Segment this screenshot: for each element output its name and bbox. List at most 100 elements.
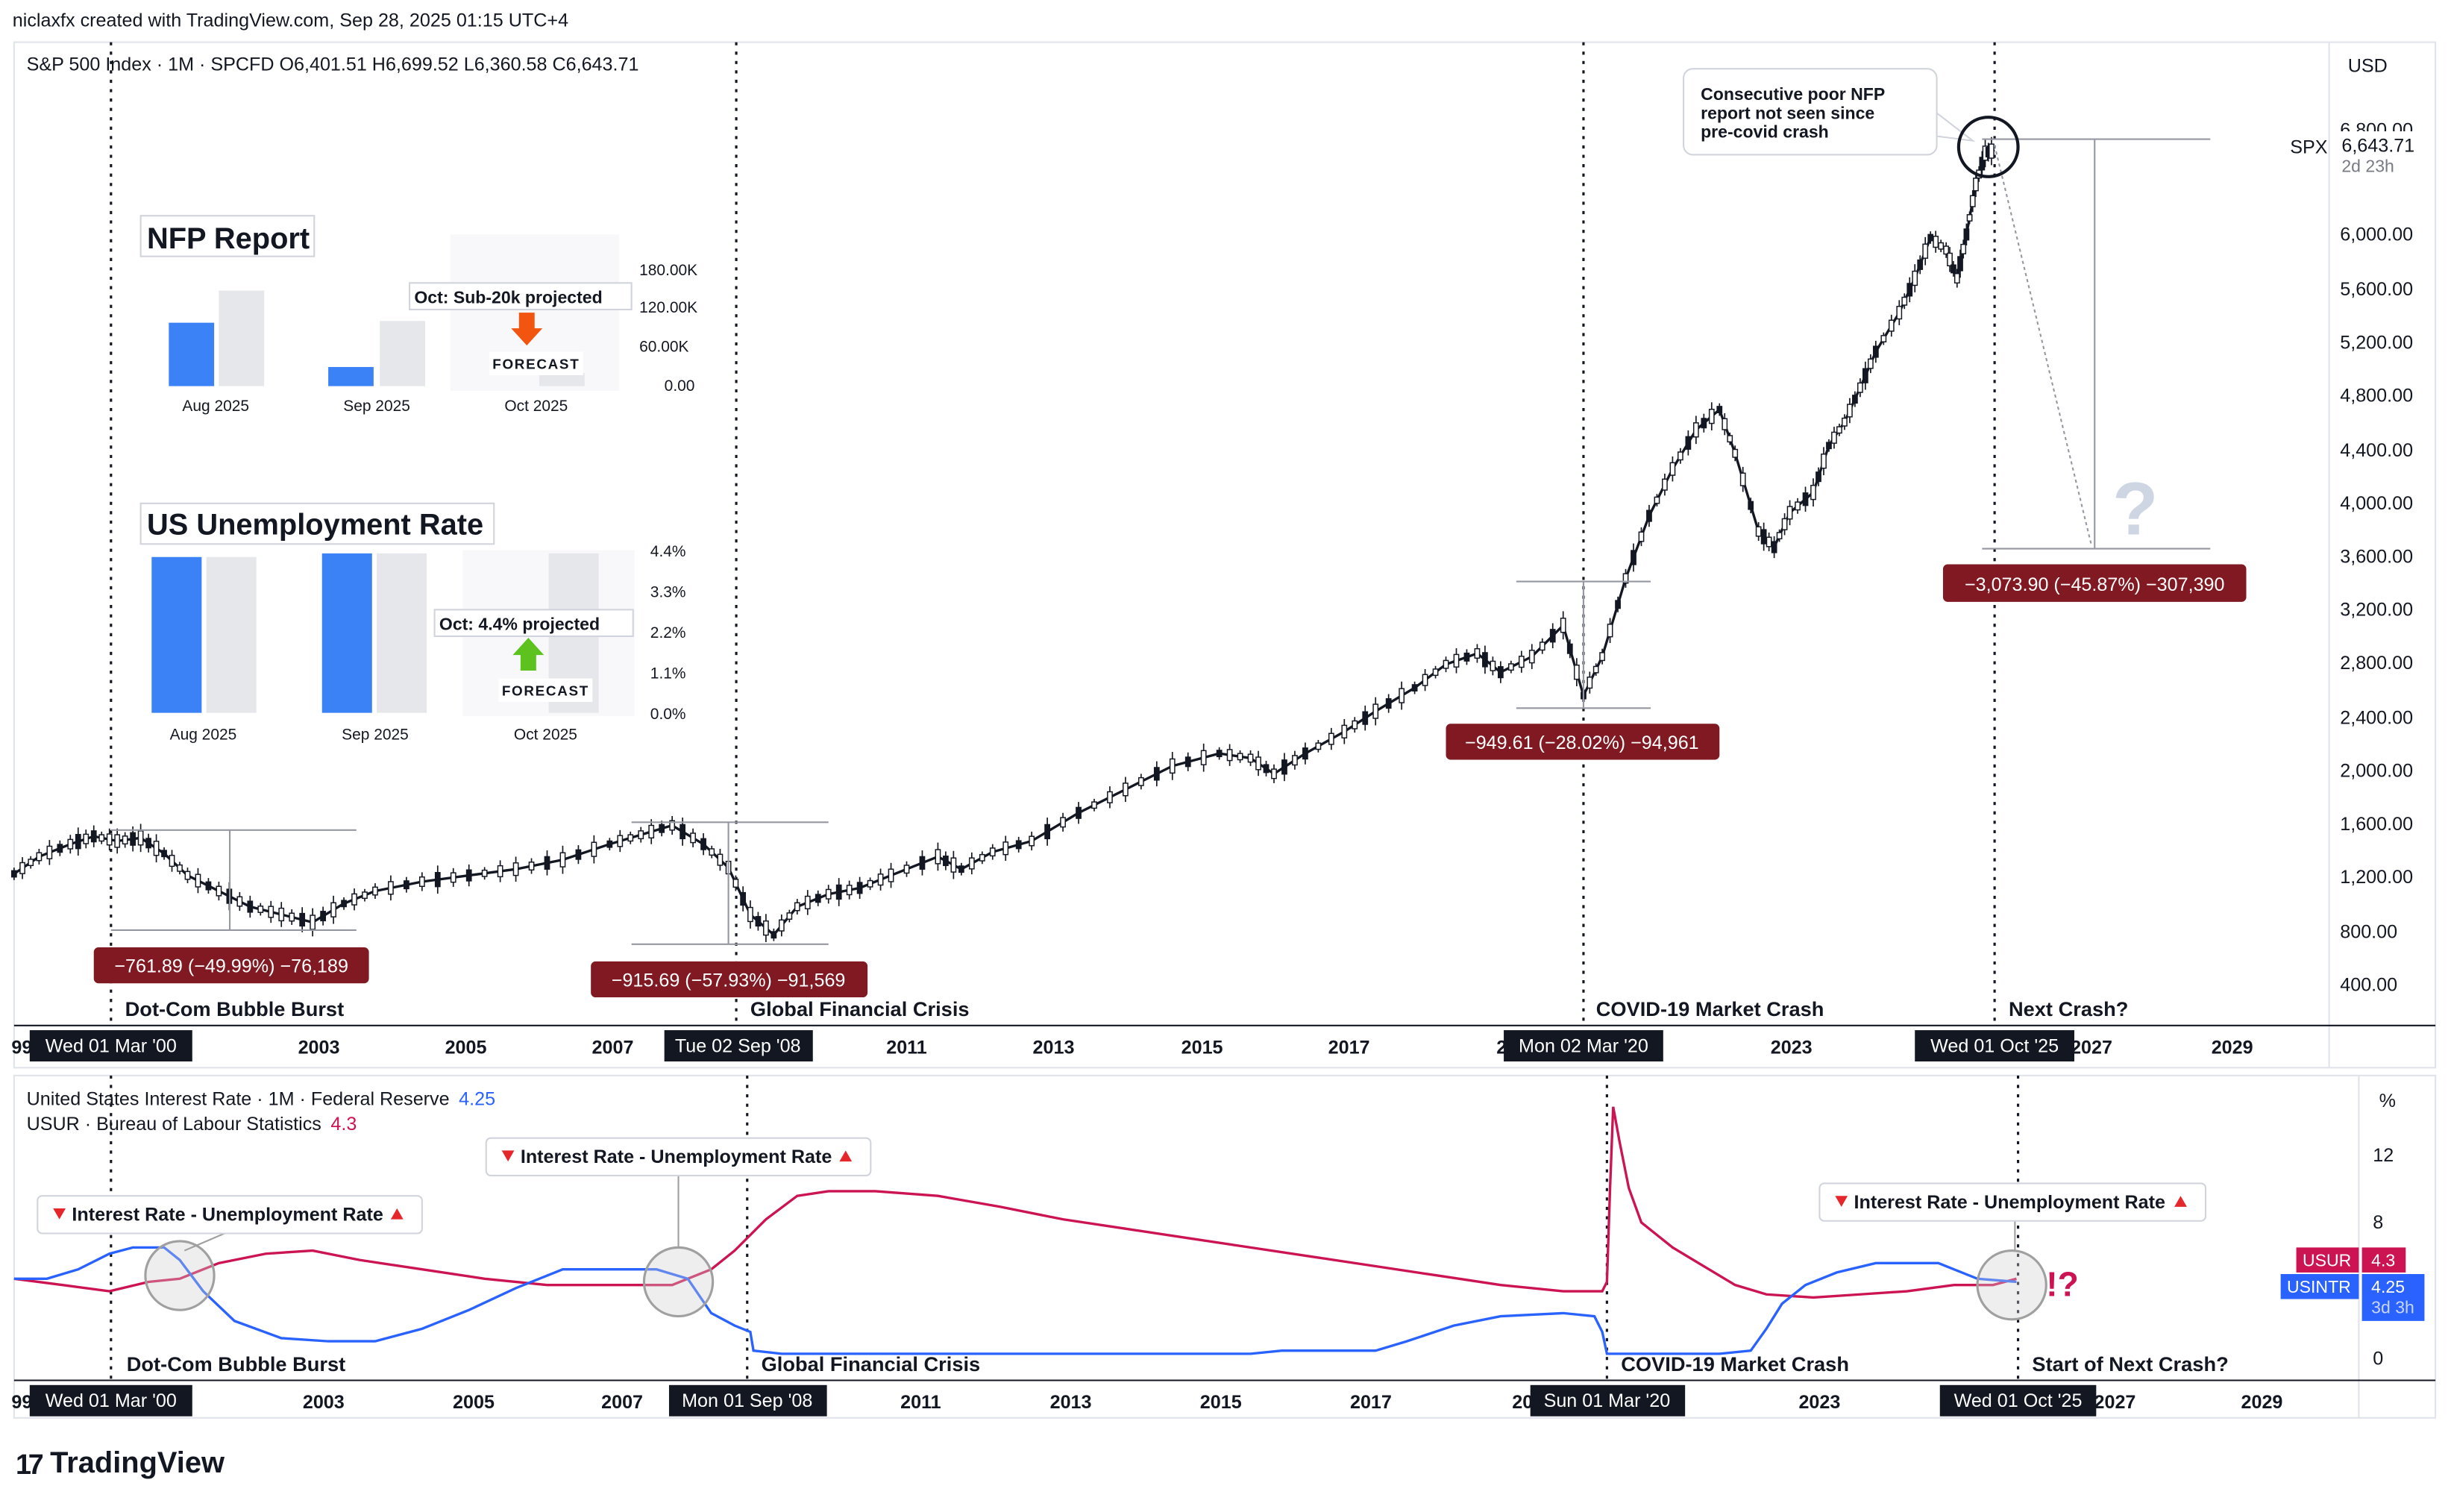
candle-body bbox=[153, 841, 160, 856]
candle-body bbox=[465, 869, 472, 882]
lower-date-marker-2020: Sun 01 Mar '20 bbox=[1544, 1390, 1671, 1411]
candle-body bbox=[1933, 236, 1939, 248]
date-marker-2008: Tue 02 Sep '08 bbox=[675, 1035, 801, 1056]
lower-crash-labels: Dot-Com Bubble Burst Global Financial Cr… bbox=[127, 1352, 2229, 1375]
candle-body bbox=[1362, 711, 1369, 725]
candle-body bbox=[786, 912, 793, 920]
measure-badge-2000: −761.89 (−49.99%) −76,189 bbox=[93, 947, 369, 984]
candle-body bbox=[1226, 749, 1233, 762]
unemployment-y-tick: 3.3% bbox=[650, 584, 686, 601]
candle-body bbox=[709, 848, 715, 856]
price-scale[interactable]: 6,800.006,000.005,600.005,200.004,800.00… bbox=[2340, 119, 2413, 995]
candle-body bbox=[1917, 259, 1924, 270]
candle-body bbox=[106, 833, 113, 846]
main-pane-frame bbox=[13, 41, 2437, 1069]
unemployment-y-tick: 4.4% bbox=[650, 543, 686, 560]
lower-legend-1: United States Interest Rate · 1M · Feder… bbox=[27, 1089, 495, 1110]
candle-body bbox=[320, 911, 326, 922]
candle-body bbox=[137, 830, 144, 846]
svg-text:Consecutive poor NFP r: Consecutive poor NFP report not seen sin… bbox=[1701, 84, 1890, 141]
candle-body bbox=[815, 894, 821, 903]
nfp-forecast-label: FORECAST bbox=[492, 357, 580, 372]
candle-body bbox=[1836, 426, 1842, 434]
x-tick: 2007 bbox=[592, 1038, 634, 1058]
price-tick: 4,800.00 bbox=[2340, 386, 2413, 407]
nfp-callout: Consecutive poor NFP report not seen sin… bbox=[1683, 68, 1976, 156]
candle-body bbox=[1716, 406, 1723, 413]
measure-badge-2025: −3,073.90 (−45.87%) −307,390 bbox=[1942, 564, 2247, 602]
candle-body bbox=[935, 849, 941, 865]
candle-body bbox=[1281, 759, 1287, 775]
candle-body bbox=[1255, 756, 1261, 771]
candle-body bbox=[1341, 724, 1348, 738]
x-tick: 2003 bbox=[298, 1038, 340, 1058]
candle-body bbox=[1826, 442, 1832, 450]
nfp-forecast-bar bbox=[219, 290, 265, 386]
interest-rate-legend: United States Interest Rate · 1M · Feder… bbox=[27, 1089, 450, 1110]
candle-body bbox=[950, 857, 957, 873]
crash-label-covid: COVID-19 Market Crash bbox=[1596, 997, 1824, 1020]
price-tick: 4,000.00 bbox=[2340, 493, 2413, 514]
candle-body bbox=[1678, 451, 1683, 461]
measure-ranges bbox=[110, 138, 2211, 945]
measure-badge-2008: −915.69 (−57.93%) −91,569 bbox=[591, 961, 868, 998]
candle-body bbox=[98, 834, 105, 842]
tradingview-logo[interactable]: 17 TradingView bbox=[16, 1448, 225, 1482]
candle-body bbox=[1091, 801, 1097, 809]
candle-body bbox=[1518, 656, 1525, 668]
candle-body bbox=[1490, 660, 1496, 671]
candle-body bbox=[1507, 663, 1514, 671]
crossover-markers bbox=[144, 1175, 2047, 1321]
candle-body bbox=[1847, 404, 1853, 418]
candle-body bbox=[1701, 418, 1707, 429]
nfp-forecast-tag bbox=[489, 351, 583, 375]
candle-body bbox=[1727, 435, 1733, 443]
bar-countdown: 2d 23h bbox=[2341, 157, 2394, 176]
candle-body bbox=[90, 830, 97, 843]
candle-body bbox=[36, 852, 43, 862]
candle-body bbox=[1263, 764, 1270, 774]
candle-body bbox=[216, 885, 222, 897]
candle-body bbox=[1482, 652, 1488, 668]
candle-body bbox=[512, 862, 519, 876]
candle-body bbox=[1560, 618, 1566, 633]
down-triangle-icon bbox=[53, 1208, 66, 1220]
candle-body bbox=[627, 834, 634, 842]
price-tick: 1,200.00 bbox=[2340, 867, 2413, 888]
candle-body bbox=[747, 906, 753, 923]
candle-body bbox=[169, 854, 175, 868]
x-tick: 2017 bbox=[1350, 1392, 1392, 1413]
candle-body bbox=[1816, 471, 1821, 483]
candle-body bbox=[979, 853, 985, 862]
lower-y-tick: 0 bbox=[2373, 1349, 2383, 1370]
main-legend: S&P 500 Index · 1M · SPCFD O6,401.51 H6,… bbox=[27, 54, 639, 75]
main-time-axis[interactable]: 99 2003 2005 2007 2011 2013 2015 2017 20… bbox=[11, 1038, 2253, 1058]
lower-time-axis[interactable]: 99 2003 2005 2007 2011 2013 2015 2017 20… bbox=[11, 1392, 2282, 1413]
candle-body bbox=[1638, 531, 1645, 542]
candle-body bbox=[1951, 264, 1956, 274]
nfp-forecast-bar bbox=[539, 373, 585, 386]
candle-body bbox=[1896, 306, 1903, 320]
candle-body bbox=[1739, 472, 1746, 486]
candle-body bbox=[1755, 526, 1762, 537]
candle-body bbox=[205, 881, 212, 891]
x-tick: 2003 bbox=[303, 1392, 345, 1413]
nfp-y-tick: 0.00 bbox=[665, 377, 695, 395]
candle-body bbox=[846, 885, 853, 896]
candle-body bbox=[1922, 243, 1929, 259]
candle-body bbox=[690, 832, 696, 844]
candle-body bbox=[1732, 448, 1739, 458]
crossover-circle-2000 bbox=[144, 1240, 216, 1311]
candle-body bbox=[1399, 688, 1405, 703]
lower-y-tick: 12 bbox=[2373, 1145, 2394, 1166]
x-tick: 2015 bbox=[1181, 1038, 1223, 1058]
candle-body bbox=[67, 838, 74, 850]
candle-body bbox=[83, 833, 90, 844]
unemployment-month: Oct 2025 bbox=[514, 726, 577, 743]
lower-y-axis[interactable]: 12 8 0 bbox=[2373, 1145, 2394, 1369]
lower-date-markers: Wed 01 Mar '00 Mon 01 Sep '08 Sun 01 Mar… bbox=[29, 1384, 2097, 1417]
price-tick: 2,800.00 bbox=[2340, 653, 2413, 674]
callout-leader-2000 bbox=[183, 1231, 229, 1252]
x-tick: 2029 bbox=[2241, 1392, 2283, 1413]
